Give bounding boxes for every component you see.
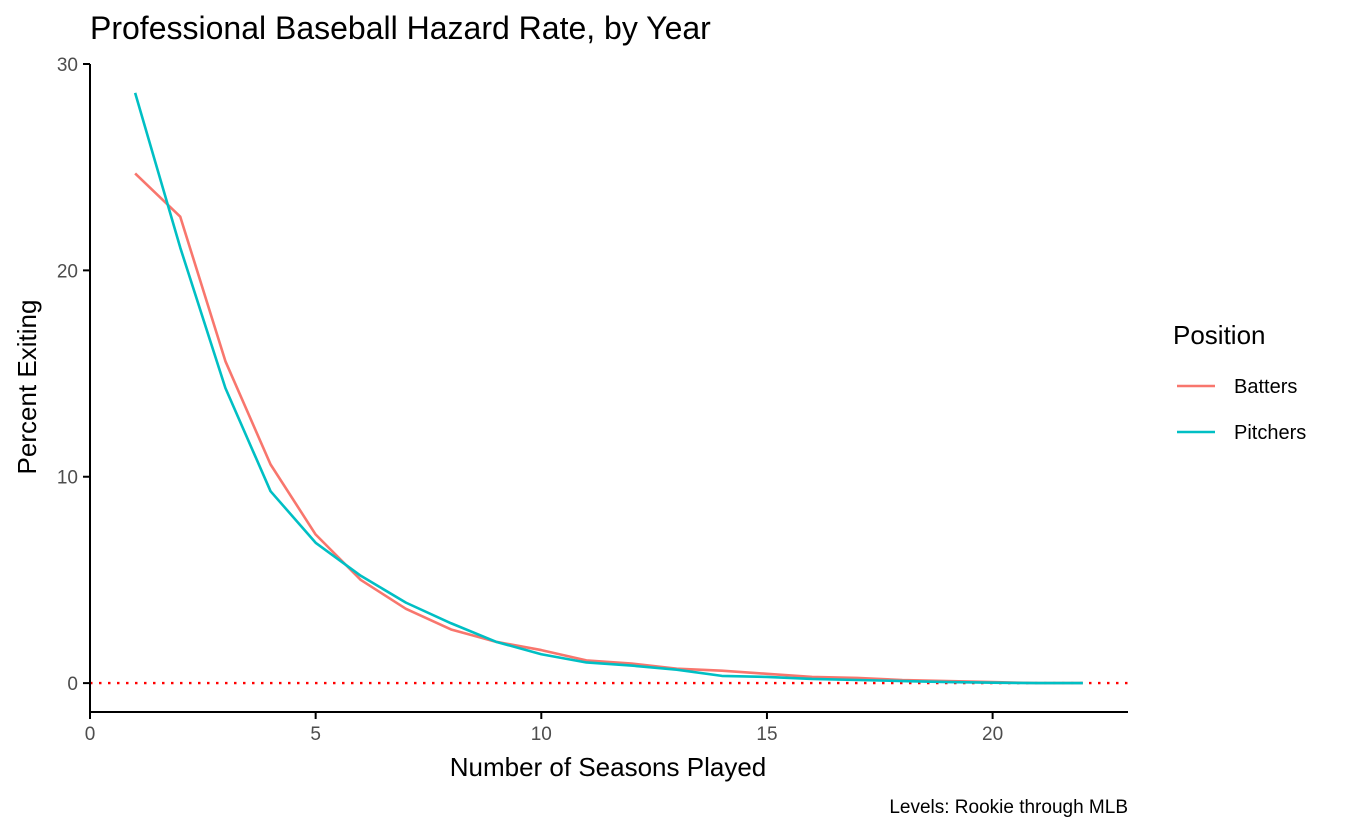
plot-area [90, 92, 1128, 685]
series-line-pitchers [133, 92, 1083, 685]
y-tick-label: 10 [57, 468, 78, 489]
legend-label-pitchers: Pitchers [1234, 422, 1306, 444]
legend-label-batters: Batters [1234, 376, 1297, 398]
x-tick-label: 10 [531, 724, 552, 745]
legend: Position Batters Pitchers [1173, 320, 1306, 444]
y-tick-label: 20 [57, 261, 78, 282]
x-tick-label: 5 [310, 724, 321, 745]
x-tick-label: 20 [982, 724, 1003, 745]
y-ticks: 0 10 20 30 [57, 55, 90, 695]
x-axis-title: Number of Seasons Played [450, 752, 767, 782]
y-axis-title: Percent Exiting [12, 300, 42, 475]
caption: Levels: Rookie through MLB [889, 797, 1128, 818]
series-line-batters [134, 172, 1083, 685]
chart-title: Professional Baseball Hazard Rate, by Ye… [90, 10, 711, 46]
y-tick-label: 0 [67, 674, 78, 695]
x-ticks: 0 5 10 15 20 [85, 712, 1003, 745]
x-tick-label: 0 [85, 724, 96, 745]
y-tick-label: 30 [57, 55, 78, 76]
legend-title: Position [1173, 320, 1266, 350]
x-tick-label: 15 [756, 724, 777, 745]
